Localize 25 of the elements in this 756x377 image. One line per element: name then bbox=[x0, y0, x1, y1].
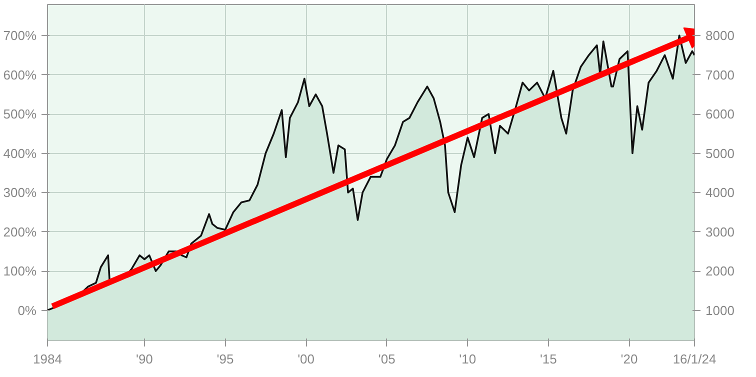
y-tick-label: 600% bbox=[3, 67, 37, 82]
y2-tick-label: 2000 bbox=[706, 264, 734, 279]
y-tick-label: 700% bbox=[3, 28, 37, 44]
y2-tick-label: 8000 bbox=[706, 28, 734, 44]
x-tick-label: '95 bbox=[216, 352, 234, 366]
y-tick-label: 100% bbox=[3, 264, 37, 279]
x-tick-label: '05 bbox=[378, 352, 396, 366]
y2-tick-label: 3000 bbox=[706, 224, 734, 240]
y2-tick-label: 4000 bbox=[706, 185, 734, 200]
x-tick-label: '20 bbox=[620, 352, 638, 366]
y2-tick-label: 7000 bbox=[706, 67, 734, 82]
x-tick-label: '90 bbox=[136, 352, 153, 366]
x-tick-label: 16/1/24 bbox=[672, 352, 716, 366]
y-tick-label: 0% bbox=[18, 302, 37, 318]
y2-tick-label: 6000 bbox=[706, 106, 734, 122]
y2-tick-label: 1000 bbox=[706, 302, 734, 318]
x-tick-label: '15 bbox=[540, 352, 557, 366]
y2-tick-label: 5000 bbox=[706, 146, 734, 161]
y-tick-label: 400% bbox=[3, 146, 37, 161]
y-tick-label: 500% bbox=[3, 106, 37, 122]
x-tick-label: 1984 bbox=[33, 352, 62, 366]
y-tick-label: 200% bbox=[3, 224, 37, 240]
y-tick-label: 300% bbox=[3, 185, 37, 200]
x-tick-label: '00 bbox=[298, 352, 315, 366]
x-tick-label: '10 bbox=[459, 352, 476, 366]
